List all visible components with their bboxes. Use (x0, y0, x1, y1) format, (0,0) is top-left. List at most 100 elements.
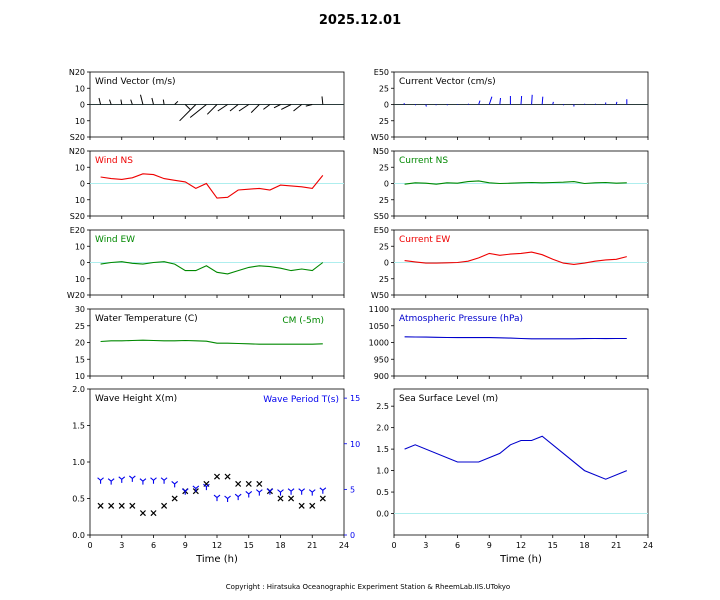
vector-stick (594, 103, 597, 105)
y-tick-label: 10 (75, 163, 85, 172)
wave-height-marker (309, 502, 316, 509)
wave-height-marker (277, 495, 284, 502)
y-tick-label: 10 (75, 196, 85, 205)
series-line (100, 261, 324, 275)
vector-stick (520, 95, 523, 105)
wave-height-marker (129, 502, 136, 509)
y-tick-label: 1.0 (72, 458, 85, 467)
vector-stick (305, 104, 313, 107)
y-tick-label: 10 (75, 242, 85, 251)
y-tick-label: S20 (70, 133, 85, 142)
x-tick-label: 3 (423, 541, 428, 550)
y-tick-label: 1.0 (376, 467, 389, 476)
vector-stick (98, 97, 102, 105)
panel-wind_ns: N20 10 0 10 S20 Wind NS (69, 147, 345, 221)
y-tick-label: 900 (374, 372, 389, 381)
y-tick-label: 10 (75, 117, 85, 126)
y-tick-label: 0 (384, 101, 389, 110)
wave-period-marker (139, 478, 147, 485)
wave-period-marker (234, 493, 242, 501)
y-tick-label: 25 (379, 275, 389, 284)
vector-stick (467, 103, 470, 105)
x-tick-label: 18 (275, 541, 285, 550)
vector-stick (552, 101, 554, 105)
vector-stick (162, 99, 165, 105)
vector-stick (206, 104, 218, 115)
x-tick-label: 3 (119, 541, 124, 550)
x-tick-label: 15 (244, 541, 254, 550)
vector-stick (151, 97, 154, 105)
wave-period-marker (150, 477, 157, 484)
vector-stick (488, 96, 493, 105)
wave-height-marker (161, 502, 168, 509)
y-tick-label: E50 (374, 68, 389, 77)
vector-stick (531, 94, 533, 105)
vector-stick (229, 104, 239, 112)
panel-subtitle: CM (-5m) (282, 316, 324, 326)
y-tick-label: E20 (70, 226, 85, 235)
wave-height-marker (171, 495, 178, 502)
y-tick-label: 25 (379, 163, 389, 172)
wave-period-marker (128, 475, 136, 482)
series-line (404, 435, 628, 480)
wave-height-marker (256, 480, 263, 487)
vector-stick (238, 104, 250, 112)
vector-stick (403, 102, 406, 105)
wave-period-marker (203, 483, 210, 491)
x-tick-label: 24 (643, 541, 653, 550)
vector-stick (584, 103, 586, 105)
panel-title: Wave Height X(m) (95, 394, 177, 404)
chart-date-title: 2025.12.01 (319, 13, 401, 28)
wave-height-marker (139, 510, 146, 517)
wave-period-marker (118, 476, 126, 483)
x-axis-label: Time (h) (499, 554, 542, 565)
wave-period-marker (298, 488, 306, 495)
x-tick-label: 21 (307, 541, 317, 550)
wave-height-marker (298, 502, 305, 509)
y-tick-label: 10 (75, 275, 85, 284)
wave-height-marker (213, 473, 221, 480)
wave-period-marker (213, 494, 221, 502)
series-line (404, 251, 627, 265)
vector-stick (184, 104, 191, 110)
y-tick-label: 1.5 (376, 445, 389, 454)
vector-stick (120, 99, 123, 105)
panel-title: Sea Surface Level (m) (399, 394, 498, 404)
panel-title-right: Wave Period T(s) (263, 395, 339, 405)
y-tick-label: E50 (374, 226, 389, 235)
wave-period-marker (224, 495, 231, 502)
wave-height-marker (108, 502, 115, 509)
wave-period-marker (319, 487, 327, 494)
vector-stick (425, 104, 427, 107)
y-tick-label: S50 (374, 212, 389, 221)
y-tick-label: N20 (69, 147, 85, 156)
vector-stick (130, 99, 133, 105)
panel-pressure: 1100 1050 1000 950 900 Atmospheric Pressure (… (369, 305, 649, 381)
vector-stick (562, 104, 565, 106)
vector-stick (435, 104, 437, 106)
panel-title: Atmospheric Pressure (hPa) (399, 314, 523, 324)
x-tick-label: 6 (455, 541, 460, 550)
panel-wind_ew: E20 10 0 10 W20 Wind EW (67, 226, 345, 300)
y-tick-label: 0.5 (376, 488, 389, 497)
panel-title: Current Vector (cm/s) (399, 77, 496, 87)
vector-stick (293, 104, 302, 112)
panel-current_ns: N50 25 0 25 S50 Current NS (373, 147, 649, 221)
y-tick-label: 15 (75, 355, 85, 364)
vector-stick (250, 104, 260, 113)
vector-stick (263, 104, 271, 110)
x-axis-label: Time (h) (195, 554, 238, 565)
wave-period-marker (255, 489, 263, 496)
vector-stick (414, 104, 417, 106)
wave-period-marker (107, 478, 115, 485)
y-tick-label: 1100 (369, 305, 389, 314)
vector-stick (109, 99, 112, 105)
y-tick-label: 10 (75, 84, 85, 93)
x-tick-label: 0 (87, 541, 92, 550)
y-tick-label: 25 (379, 196, 389, 205)
panel-title: Current NS (399, 156, 448, 166)
x-tick-label: 24 (339, 541, 349, 550)
vector-stick (174, 100, 179, 105)
vector-stick (615, 101, 618, 105)
vector-stick (321, 96, 324, 105)
